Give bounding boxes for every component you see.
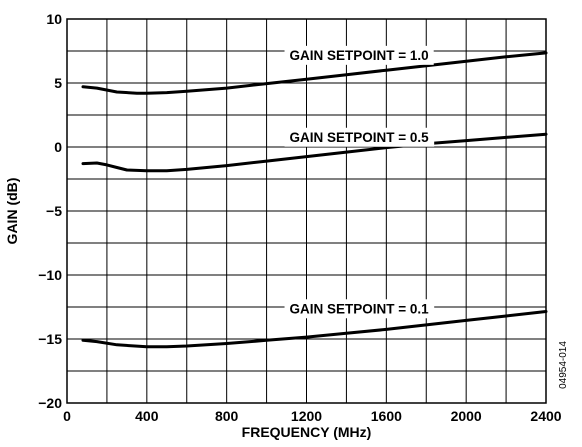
series-label-background <box>284 45 434 65</box>
x-tick-label: 400 <box>135 408 159 424</box>
y-tick-label: −10 <box>38 267 62 283</box>
series-label-2: GAIN SETPOINT = 0.5 <box>290 130 430 145</box>
plot-frame <box>66 18 547 404</box>
x-tick-label: 800 <box>215 408 239 424</box>
x-tick-label: 2400 <box>530 408 561 424</box>
figure-id-label: 04954-014 <box>558 341 569 389</box>
series-label-background <box>284 299 435 319</box>
y-axis-title: GAIN (dB) <box>4 178 20 245</box>
series-label-3: GAIN SETPOINT = 0.1 <box>290 301 430 316</box>
y-tick-label: 5 <box>54 75 62 91</box>
y-tick-label: −5 <box>46 203 62 219</box>
series-label-group-2: GAIN SETPOINT = 0.5 <box>284 127 435 147</box>
x-tick-label: 1200 <box>291 408 322 424</box>
series-line-1 <box>81 51 548 95</box>
x-tick-label: 1600 <box>371 408 402 424</box>
y-tick-label: 10 <box>46 11 62 27</box>
x-tick-label: 2000 <box>451 408 482 424</box>
series-label-1: GAIN SETPOINT = 1.0 <box>290 48 429 63</box>
y-tick-label: −20 <box>38 395 62 411</box>
y-tick-label: 0 <box>54 139 62 155</box>
x-axis-title: FREQUENCY (MHz) <box>242 424 372 440</box>
annotation-layer: GAIN SETPOINT = 1.0 GAIN SETPOINT = 0.5 GA… <box>284 45 435 319</box>
series-line-3 <box>81 310 548 349</box>
tick-label-layer: 0 400 800 1200 1600 2000 2400 10 5 0 −5 −10 −15 −20 <box>38 11 562 424</box>
x-tick-label: 0 <box>63 408 71 424</box>
series-line-2 <box>81 132 548 173</box>
series-label-group-1: GAIN SETPOINT = 1.0 <box>284 45 434 65</box>
series-label-group-3: GAIN SETPOINT = 0.1 <box>284 299 435 319</box>
series-layer <box>81 51 548 349</box>
series-label-background <box>284 127 435 147</box>
y-tick-label: −15 <box>38 331 62 347</box>
